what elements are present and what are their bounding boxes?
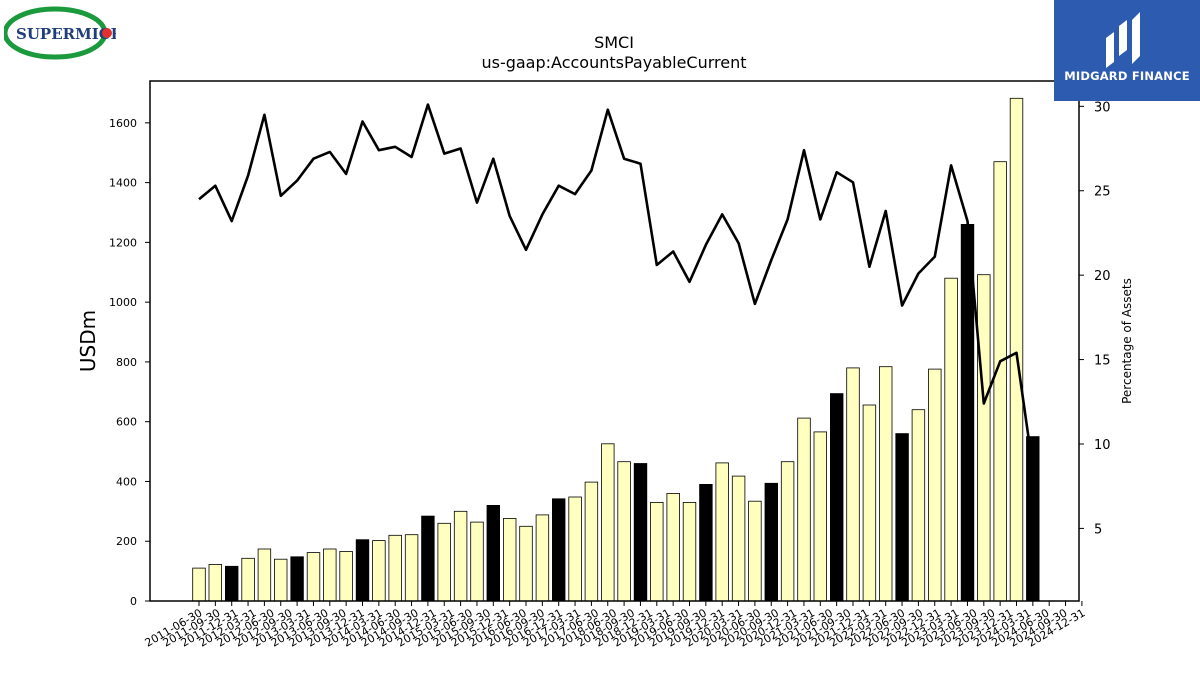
bar xyxy=(388,534,402,602)
bar xyxy=(519,525,533,602)
bar xyxy=(470,521,484,602)
bar xyxy=(552,498,566,602)
y-tick-label: 1400 xyxy=(109,177,137,190)
bar xyxy=(944,277,958,602)
bar xyxy=(699,483,713,602)
plot-frame xyxy=(149,80,1080,602)
bar xyxy=(797,417,811,602)
bar xyxy=(977,274,991,602)
bar xyxy=(650,501,664,602)
y-axis-label: USDm xyxy=(76,310,100,372)
bar xyxy=(421,515,435,602)
bar xyxy=(372,540,386,602)
bar xyxy=(453,510,468,602)
bar xyxy=(879,366,893,602)
bar xyxy=(862,404,877,602)
y2-axis-label: Percentage of Assets xyxy=(1120,278,1134,404)
bar xyxy=(323,548,337,602)
bar xyxy=(208,564,223,602)
y-tick-label: 0 xyxy=(130,595,137,608)
y-axis-ticks: 0 200 400 600 800 1000 1200 1400 1600 xyxy=(109,117,150,608)
x-axis-ticks: 2011-06-302011-09-302011-12-312012-03-31… xyxy=(143,601,1087,650)
y-tick-label: 200 xyxy=(116,535,137,548)
bar xyxy=(731,475,746,602)
bar xyxy=(502,518,517,602)
bar xyxy=(568,496,582,602)
line-series-path xyxy=(198,103,1035,468)
bar xyxy=(273,558,288,602)
supermicro-logo-icon: SUPERMICR xyxy=(2,6,124,60)
bar xyxy=(437,522,451,602)
bar xyxy=(290,556,304,602)
bar xyxy=(535,514,550,602)
bar xyxy=(192,567,206,602)
bar xyxy=(748,500,762,602)
y-tick-label: 1600 xyxy=(109,117,137,130)
y-tick-label: 800 xyxy=(116,356,137,369)
bar xyxy=(666,492,680,602)
bar-series xyxy=(192,97,1040,602)
y2-tick-label: 20 xyxy=(1094,269,1111,284)
bar xyxy=(1009,97,1024,602)
line-series xyxy=(198,103,1035,468)
bar xyxy=(911,409,926,602)
bar xyxy=(895,433,909,602)
bar xyxy=(764,482,779,602)
y2-tick-label: 10 xyxy=(1094,438,1111,453)
bar xyxy=(617,461,631,602)
bar xyxy=(601,443,615,602)
midgard-finance-text: MIDGARD FINANCE xyxy=(1064,69,1190,83)
y2-tick-label: 25 xyxy=(1094,185,1111,200)
y-tick-label: 1200 xyxy=(109,236,137,249)
bar xyxy=(306,552,321,602)
bar xyxy=(584,481,599,602)
bar xyxy=(993,161,1007,602)
bar xyxy=(339,551,353,602)
bar xyxy=(633,463,648,602)
supermicro-logo: SUPERMICR xyxy=(2,5,124,61)
bar xyxy=(241,557,255,602)
y-tick-label: 1000 xyxy=(109,296,137,309)
chart-subtitle: us-gaap:AccountsPayableCurrent xyxy=(481,53,746,72)
bar xyxy=(830,393,844,602)
midgard-mark-icon xyxy=(1106,12,1140,68)
midgard-finance-logo: MIDGARD FINANCE xyxy=(1054,0,1200,101)
bar xyxy=(813,431,828,602)
y-tick-label: 600 xyxy=(116,416,137,429)
y2-tick-label: 30 xyxy=(1094,100,1111,115)
bar xyxy=(928,368,942,602)
bar xyxy=(404,534,419,602)
chart-title: SMCI xyxy=(594,33,634,52)
bar xyxy=(682,501,697,602)
bar xyxy=(355,539,370,602)
y2-tick-label: 5 xyxy=(1094,522,1102,537)
svg-text:SUPERMICR: SUPERMICR xyxy=(16,25,116,43)
y-tick-label: 400 xyxy=(116,475,137,488)
bar xyxy=(257,548,272,602)
bar xyxy=(486,504,501,602)
bar xyxy=(715,462,729,602)
bar xyxy=(780,461,795,602)
y2-tick-label: 15 xyxy=(1094,354,1111,369)
bar xyxy=(846,367,860,602)
bar xyxy=(224,565,239,602)
y2-axis-ticks: 5 10 15 20 25 30 xyxy=(1079,100,1111,537)
